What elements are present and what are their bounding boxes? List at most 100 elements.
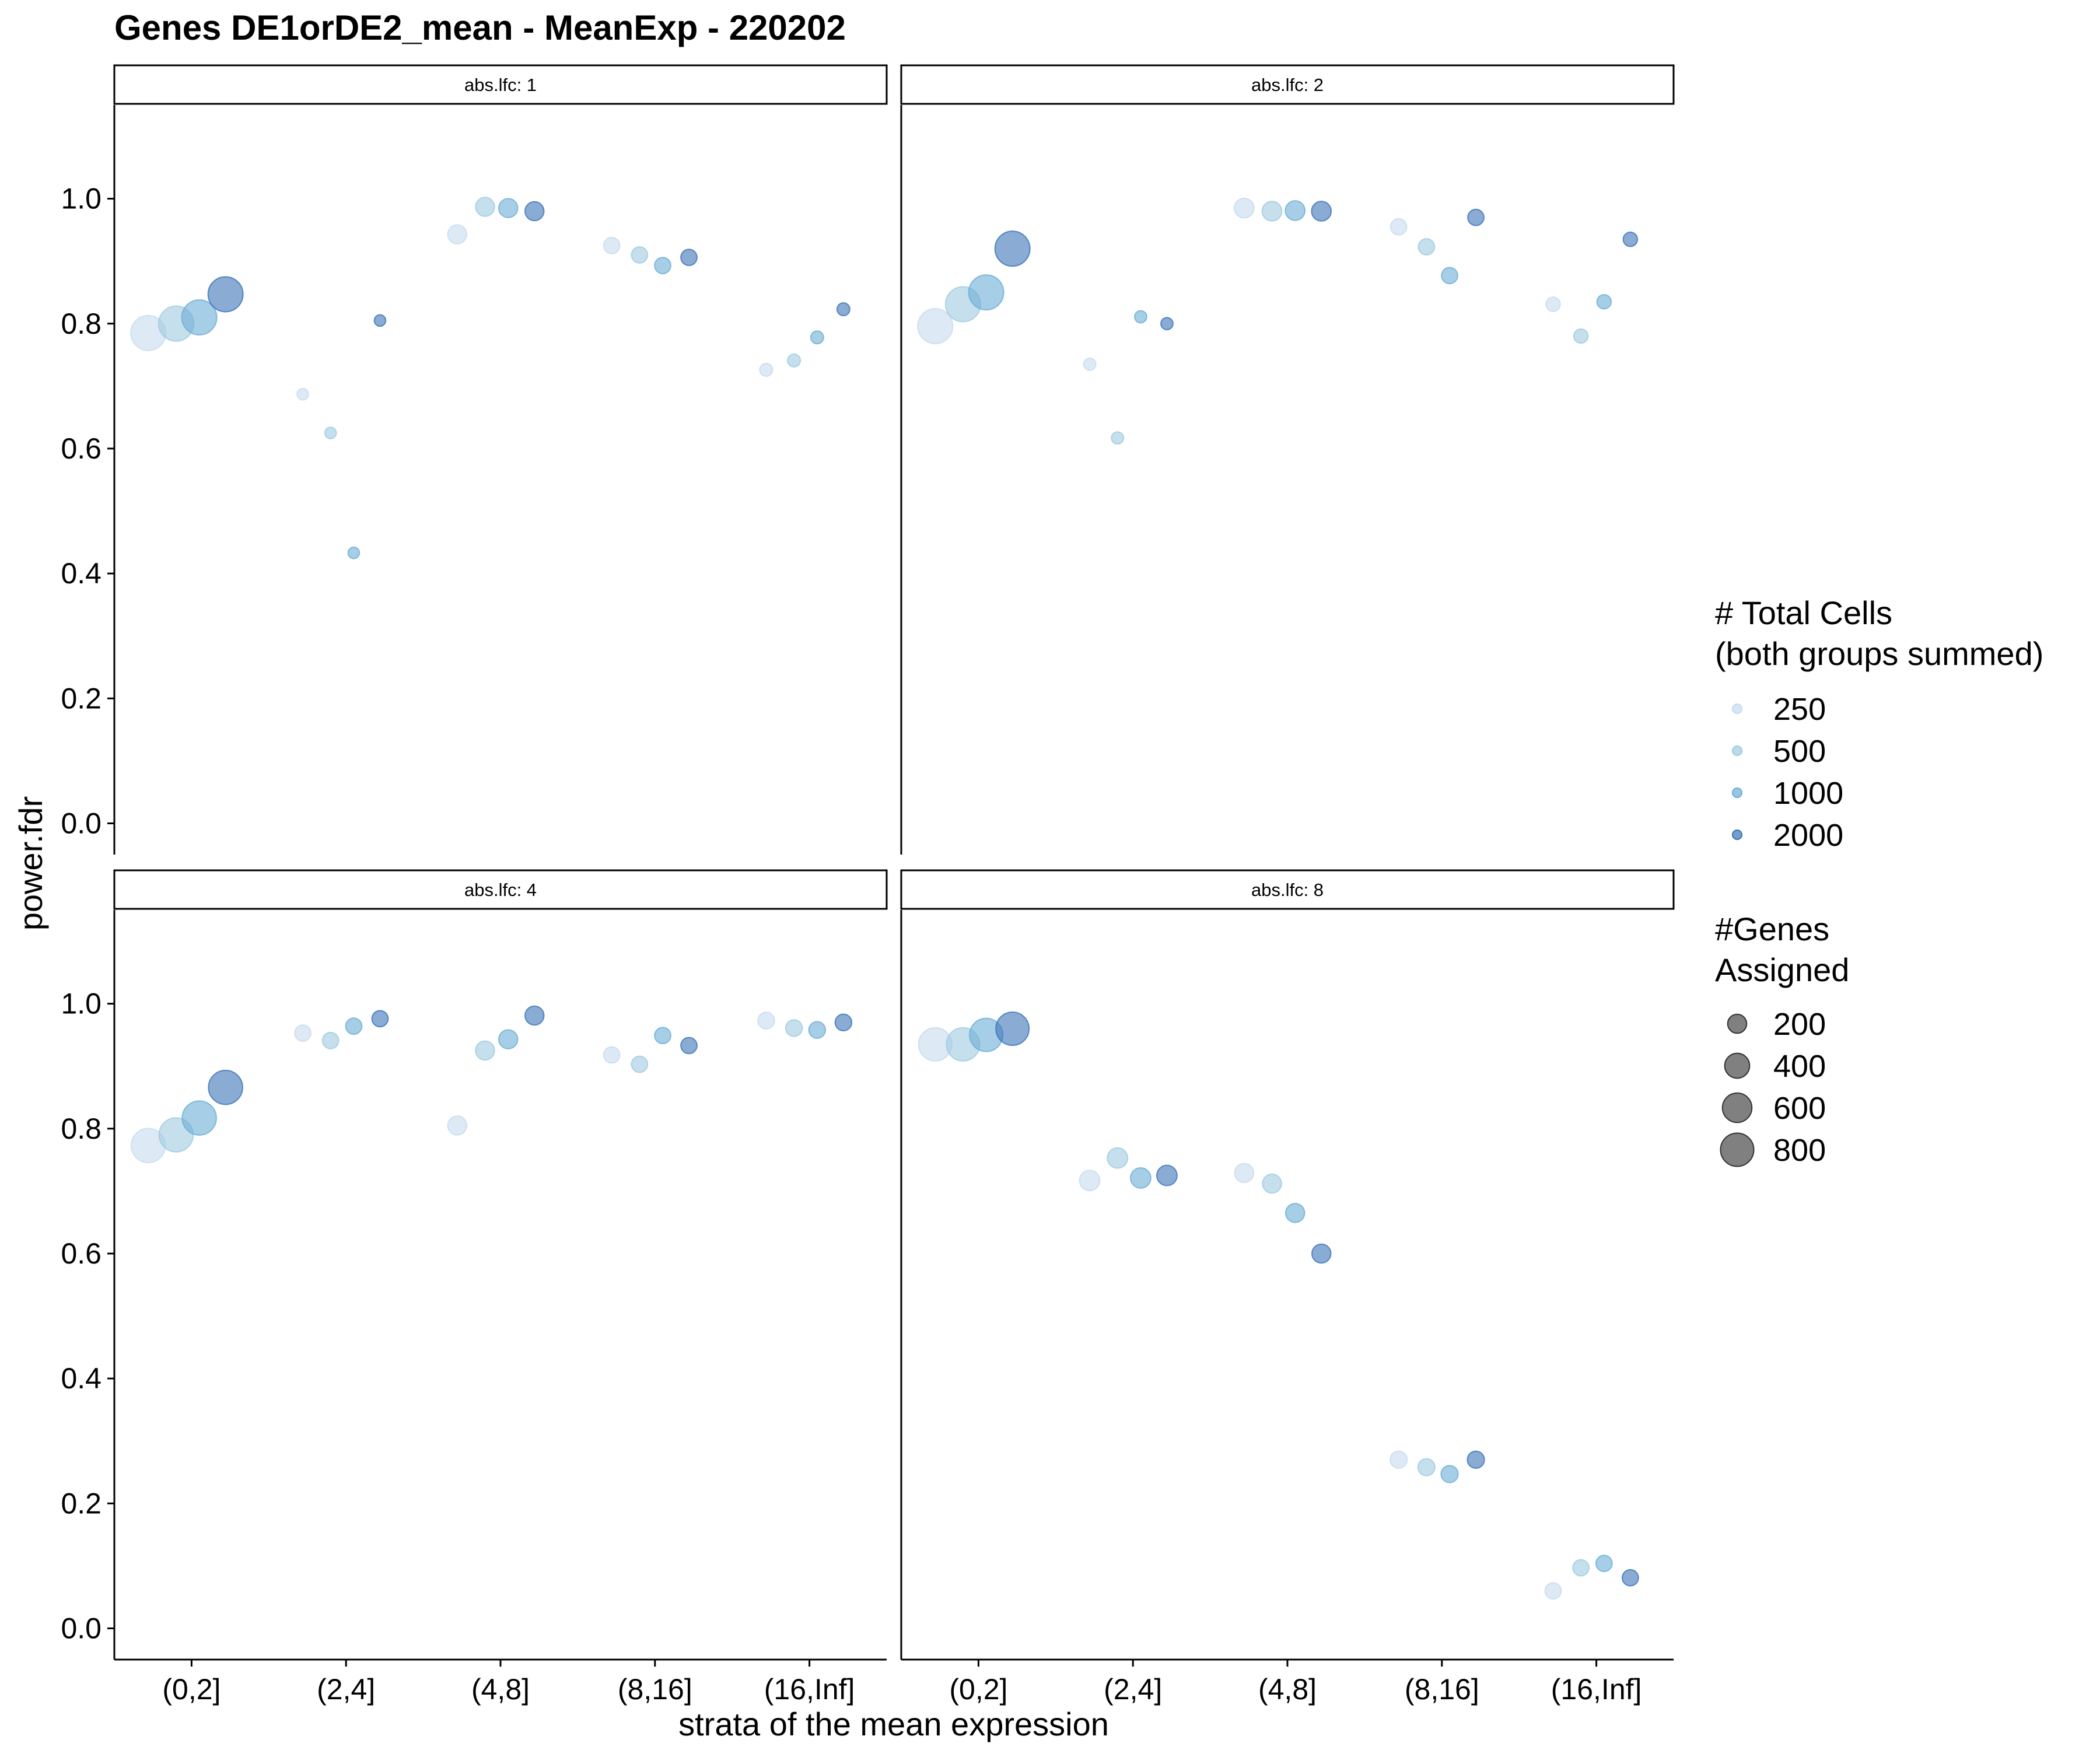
y-tick-label: 1.0: [61, 183, 102, 215]
data-point: [347, 546, 360, 559]
data-point: [759, 363, 774, 377]
x-tick-label: (0,2]: [949, 1673, 1007, 1706]
data-point: [917, 308, 954, 345]
data-point: [447, 1115, 468, 1136]
facet-panels: abs.lfc: 1 0.0 0.2 0.4 0.6 0.8 1.0 abs.lfc: 2 ab…: [61, 64, 1675, 1706]
data-point: [1234, 197, 1255, 219]
data-point: [834, 1013, 853, 1032]
data-point: [603, 1046, 621, 1064]
data-point: [498, 1029, 519, 1049]
facet-strip-label: abs.lfc: 8: [1251, 880, 1324, 900]
x-tick-label: (2,4]: [1104, 1673, 1162, 1706]
facet-strip-label: abs.lfc: 2: [1251, 75, 1324, 95]
data-point: [808, 1021, 827, 1039]
data-point: [1130, 1167, 1152, 1189]
x-tick-label: (4,8]: [1258, 1673, 1317, 1706]
data-point: [787, 353, 802, 368]
data-point: [1417, 1458, 1436, 1476]
data-point: [995, 1011, 1030, 1046]
x-tick-label: (16,Inf]: [764, 1673, 855, 1706]
data-point: [324, 426, 337, 440]
y-tick-label: 0.6: [61, 432, 102, 465]
data-point: [1441, 267, 1458, 285]
data-point: [1572, 1559, 1590, 1577]
y-tick-label: 0.0: [61, 807, 102, 839]
facet-strip: [900, 64, 1675, 105]
y-tick-label: 0.8: [61, 1112, 102, 1145]
size-legend-swatch: [1724, 1052, 1751, 1079]
data-point: [498, 198, 519, 218]
data-point: [345, 1017, 363, 1035]
data-point: [181, 1100, 217, 1136]
facet-panel: abs.lfc: 1 0.0 0.2 0.4 0.6 0.8 1.0: [61, 64, 888, 855]
x-tick-label: (8,16]: [618, 1673, 692, 1706]
legend: # Total Cells (both groups summed) 250 50…: [1715, 594, 2043, 1168]
y-axis-label: power.fdr: [12, 796, 49, 930]
data-point: [810, 330, 824, 345]
size-legend-label: 600: [1773, 1091, 1826, 1126]
data-point: [1107, 1147, 1129, 1169]
data-point: [475, 197, 495, 217]
data-point: [1621, 1569, 1639, 1587]
data-point: [475, 1040, 495, 1061]
color-legend-title-line1: # Total Cells: [1715, 594, 1892, 631]
data-point: [1311, 201, 1332, 222]
data-point: [1311, 1243, 1332, 1264]
data-point: [296, 387, 309, 401]
color-legend-swatch: [1732, 704, 1742, 714]
y-tick-label: 0.2: [61, 682, 102, 715]
size-legend-swatch: [1721, 1092, 1753, 1124]
data-point: [1418, 238, 1436, 256]
data-point: [524, 1005, 545, 1026]
size-legend-label: 400: [1773, 1049, 1826, 1084]
size-legend-swatch: [1720, 1132, 1755, 1167]
data-point: [680, 249, 698, 267]
data-point: [1156, 1164, 1178, 1186]
data-point: [654, 257, 671, 275]
data-point: [1234, 1163, 1255, 1184]
data-point: [631, 246, 649, 264]
y-tick-label: 0.2: [61, 1487, 102, 1520]
data-point: [680, 1037, 698, 1055]
x-tick-label: (0,2]: [162, 1673, 220, 1706]
data-point: [1160, 317, 1174, 331]
data-point: [836, 302, 850, 317]
y-tick-label: 0.8: [61, 307, 102, 340]
facet-strip: [113, 869, 888, 910]
data-point: [1573, 328, 1589, 344]
facet-panel: abs.lfc: 4 (0,2] (2,4] (4,8] (8,16] (16,Inf] 0…: [61, 869, 888, 1706]
y-tick-label: 0.0: [61, 1612, 102, 1644]
data-point: [181, 299, 218, 336]
data-point: [994, 230, 1031, 267]
color-legend-label: 2000: [1773, 818, 1843, 853]
data-point: [1466, 1450, 1485, 1469]
facet-strip: [900, 869, 1675, 910]
facet-strip-label: abs.lfc: 4: [464, 880, 537, 900]
y-tick-label: 1.0: [61, 988, 102, 1020]
data-point: [1622, 232, 1639, 247]
color-legend-items: 250 500 1000 2000: [1732, 692, 1843, 853]
data-point: [1467, 208, 1485, 226]
data-point: [1079, 1170, 1101, 1192]
data-point: [1262, 1173, 1282, 1194]
data-point: [785, 1019, 803, 1037]
color-legend-swatch: [1732, 830, 1742, 840]
data-point: [1390, 218, 1408, 236]
data-point: [1261, 201, 1283, 222]
data-point: [1284, 1203, 1306, 1223]
data-point: [373, 314, 387, 327]
data-point: [208, 1069, 243, 1105]
facet-panel: abs.lfc: 8 (0,2] (2,4] (4,8] (8,16] (16,Inf]: [900, 869, 1675, 1706]
data-point: [654, 1027, 671, 1045]
color-legend-swatch: [1732, 746, 1742, 756]
data-point: [321, 1031, 340, 1049]
color-legend-swatch: [1732, 788, 1742, 798]
data-point: [1083, 357, 1097, 371]
facet-strip-label: abs.lfc: 1: [464, 75, 537, 95]
data-point: [207, 276, 244, 313]
y-tick-label: 0.6: [61, 1237, 102, 1270]
data-point: [1440, 1465, 1459, 1483]
data-point: [1544, 1582, 1562, 1600]
x-axis-label: strata of the mean expression: [678, 1706, 1109, 1742]
